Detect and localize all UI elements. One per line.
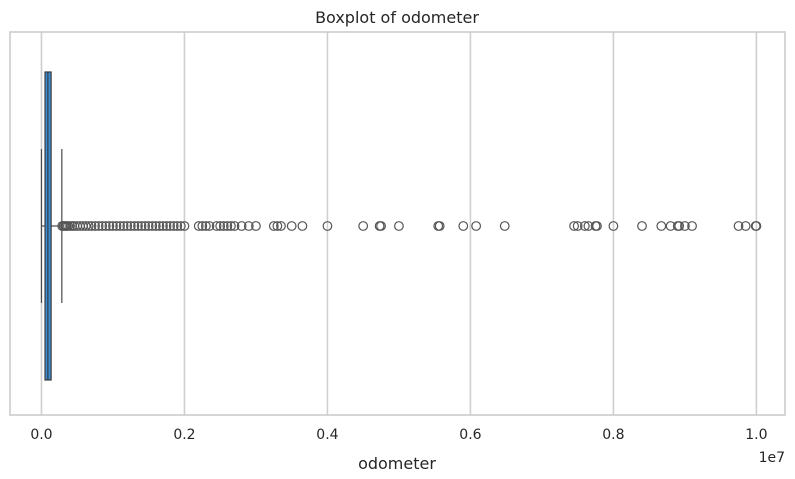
outlier-point <box>297 221 308 231</box>
outlier-point <box>608 221 619 231</box>
outlier-point <box>193 221 204 231</box>
x-tick-label: 0.4 <box>316 427 338 443</box>
outlier-point <box>93 221 104 231</box>
outlier-point <box>272 221 283 231</box>
outlier-point <box>215 221 226 231</box>
outlier-point <box>143 221 154 231</box>
outlier-point <box>674 221 685 231</box>
outlier-point <box>104 221 115 231</box>
outlier-point <box>740 221 751 231</box>
outlier-point <box>158 221 168 231</box>
outlier-point <box>394 221 404 231</box>
x-tick-label: 1.0 <box>745 427 767 443</box>
outlier-point <box>434 221 445 231</box>
x-tick-label: 0.6 <box>459 427 481 443</box>
outlier-point <box>572 221 583 231</box>
x-tick-label: 0.8 <box>602 427 624 443</box>
grid-layer <box>40 32 758 415</box>
outlier-point <box>115 221 126 231</box>
x-tick-label: 0.2 <box>173 427 195 443</box>
outlier-point <box>251 221 261 231</box>
outlier-point <box>165 221 176 231</box>
outlier-point <box>471 221 482 231</box>
outlier-point <box>286 221 297 231</box>
outlier-point <box>680 221 690 231</box>
outlier-point <box>133 221 143 231</box>
x-tick-label: 0.0 <box>30 427 52 443</box>
outlier-point <box>111 221 122 231</box>
outlier-point <box>200 221 211 231</box>
outlier-point <box>579 221 590 231</box>
outlier-point <box>656 221 667 231</box>
outlier-point <box>687 221 697 231</box>
outlier-point <box>118 221 129 231</box>
outlier-point <box>154 221 165 231</box>
outlier-point <box>458 221 469 231</box>
outlier-point <box>637 221 647 231</box>
outlier-point <box>168 221 179 231</box>
outlier-point <box>150 221 161 231</box>
outlier-point <box>83 221 94 231</box>
outlier-point <box>218 221 229 231</box>
outlier-point <box>136 221 147 231</box>
outlier-point <box>129 221 140 231</box>
outlier-point <box>358 221 369 231</box>
box-layer <box>40 71 63 381</box>
outlier-point <box>569 221 579 231</box>
outlier-point <box>97 221 108 231</box>
chart-title: Boxplot of odometer <box>315 8 479 27</box>
outlier-point <box>322 221 333 231</box>
outlier-point <box>268 221 279 231</box>
tick-layer: 0.0 0.2 0.4 0.6 0.8 1.0 <box>30 427 767 443</box>
outlier-point <box>172 221 183 231</box>
outlier-point <box>243 221 254 231</box>
outlier-point <box>179 221 190 231</box>
x-axis-offset-label: 1e7 <box>759 450 785 466</box>
x-axis-label: odometer <box>358 454 436 473</box>
outlier-point <box>211 221 222 231</box>
outlier-point <box>236 221 247 231</box>
flier-layer <box>57 221 762 231</box>
outlier-point <box>80 221 91 231</box>
outlier-point <box>499 221 510 231</box>
outlier-point <box>175 221 186 231</box>
outlier-point <box>140 221 151 231</box>
outlier-point <box>751 221 762 231</box>
outlier-point <box>100 221 111 231</box>
outlier-point <box>204 221 215 231</box>
outlier-point <box>229 221 240 231</box>
outlier-point <box>147 221 158 231</box>
outlier-point <box>125 221 136 231</box>
outlier-point <box>122 221 133 231</box>
outlier-point <box>86 221 97 231</box>
outlier-point <box>161 221 172 231</box>
outlier-point <box>222 221 233 231</box>
outlier-point <box>197 221 208 231</box>
plot-frame <box>9 31 786 416</box>
outlier-point <box>592 221 602 231</box>
outlier-point <box>90 221 100 231</box>
outlier-point <box>108 221 118 231</box>
outlier-point <box>733 221 744 231</box>
outlier-point <box>376 221 386 231</box>
outlier-point <box>276 221 286 231</box>
outlier-point <box>226 221 236 231</box>
